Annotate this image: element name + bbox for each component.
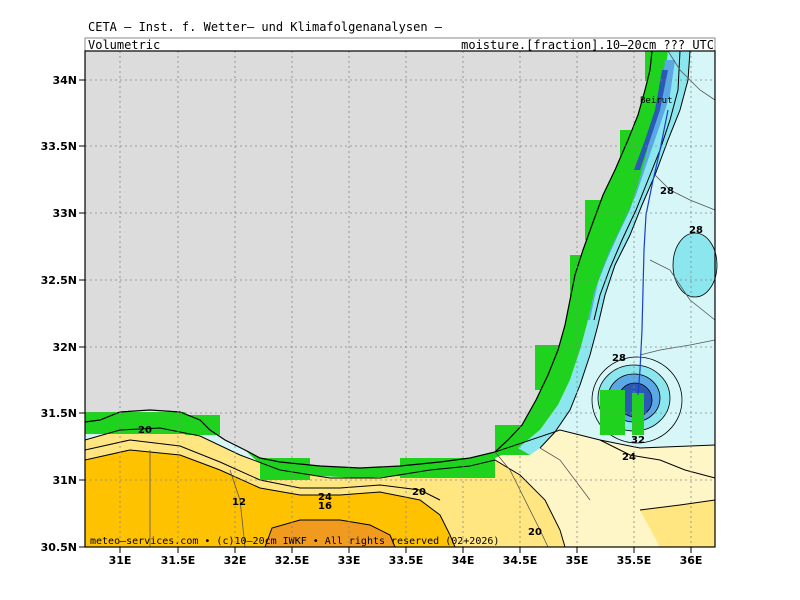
contour-label: 24 (318, 492, 332, 503)
contour-label: 20 (528, 527, 542, 538)
contour-label: 20 (138, 425, 152, 436)
jordan-river (637, 109, 669, 396)
lat-tick-label: 33.5N (41, 140, 77, 153)
lon-tick-label: 35.5E (617, 554, 652, 567)
lon-tick-label: 35E (566, 554, 589, 567)
lat-tick-label: 32.5N (41, 274, 77, 287)
green-block (185, 415, 220, 435)
contour-label: 28 (660, 186, 674, 197)
lat-tick-label: 31N (52, 474, 77, 487)
green-block (85, 412, 185, 434)
lat-tick-label: 32N (52, 341, 77, 354)
header-box (84, 37, 716, 52)
footer-credit: meteo—services.com • (c)10—20cm IWKF • A… (90, 536, 499, 547)
contour-label-group: 20 12 24 16 20 20 28 28 28 32 24 (138, 186, 703, 538)
contour-label: 24 (622, 452, 636, 463)
lon-tick-label: 36E (680, 554, 703, 567)
egypt-orange (85, 450, 455, 547)
dead-sea-bullseye (591, 356, 683, 444)
field-label: moisture.[fraction].10—20cm ??? UTC (461, 38, 714, 52)
coastal-dark-blue-band (634, 70, 668, 170)
lat-tick-label: 30.5N (41, 541, 77, 554)
contour-lines (84, 50, 716, 548)
lat-tick-label: 33N (52, 207, 77, 220)
lon-tick-label: 32.5E (275, 554, 310, 567)
coastal-blue-band (588, 60, 675, 320)
lon-tick-label: 32E (224, 554, 247, 567)
map-title: CETA — Inst. f. Wetter— und Klimafolgena… (88, 20, 443, 34)
lat-tick-label: 31.5N (41, 407, 77, 420)
green-block (260, 458, 310, 480)
green-block (570, 255, 592, 345)
lon-tick-label: 34.5E (503, 554, 538, 567)
lon-tick-label: 33.5E (389, 554, 424, 567)
cyan-blob-east (672, 232, 718, 298)
coastline (84, 50, 653, 469)
contour-label: 28 (689, 225, 703, 236)
map-plot: 20 12 24 16 20 20 28 28 28 32 24 Beirut … (84, 50, 718, 548)
contour-label: 12 (232, 497, 246, 508)
egypt-dark-orange (265, 520, 395, 547)
borders (149, 50, 716, 548)
city-label-beirut: Beirut (640, 96, 673, 106)
east-yellow (640, 500, 715, 547)
sea-area (85, 51, 652, 468)
green-block (535, 345, 560, 390)
lon-tick-label: 31.5E (161, 554, 196, 567)
contour-label: 20 (412, 487, 426, 498)
lon-tick-label: 34E (452, 554, 475, 567)
variable-label: Volumetric (88, 38, 161, 52)
contour-label: 16 (318, 501, 332, 512)
lat-tick-label: 34N (52, 74, 77, 87)
contour-label: 32 (631, 435, 645, 446)
lon-tick-label: 31E (109, 554, 132, 567)
contour-label: 28 (612, 353, 626, 364)
lon-tick-label: 33E (338, 554, 361, 567)
lon-axis: 31E 31.5E 32E 32.5E 33E 33.5E 34E 34.5E … (109, 547, 703, 567)
lat-axis: 34N 33.5N 33N 32.5N 32N 31.5N 31N 30.5N (41, 74, 85, 554)
coastal-green-strip (245, 51, 668, 478)
plot-border (84, 50, 716, 548)
graticule (85, 51, 715, 547)
